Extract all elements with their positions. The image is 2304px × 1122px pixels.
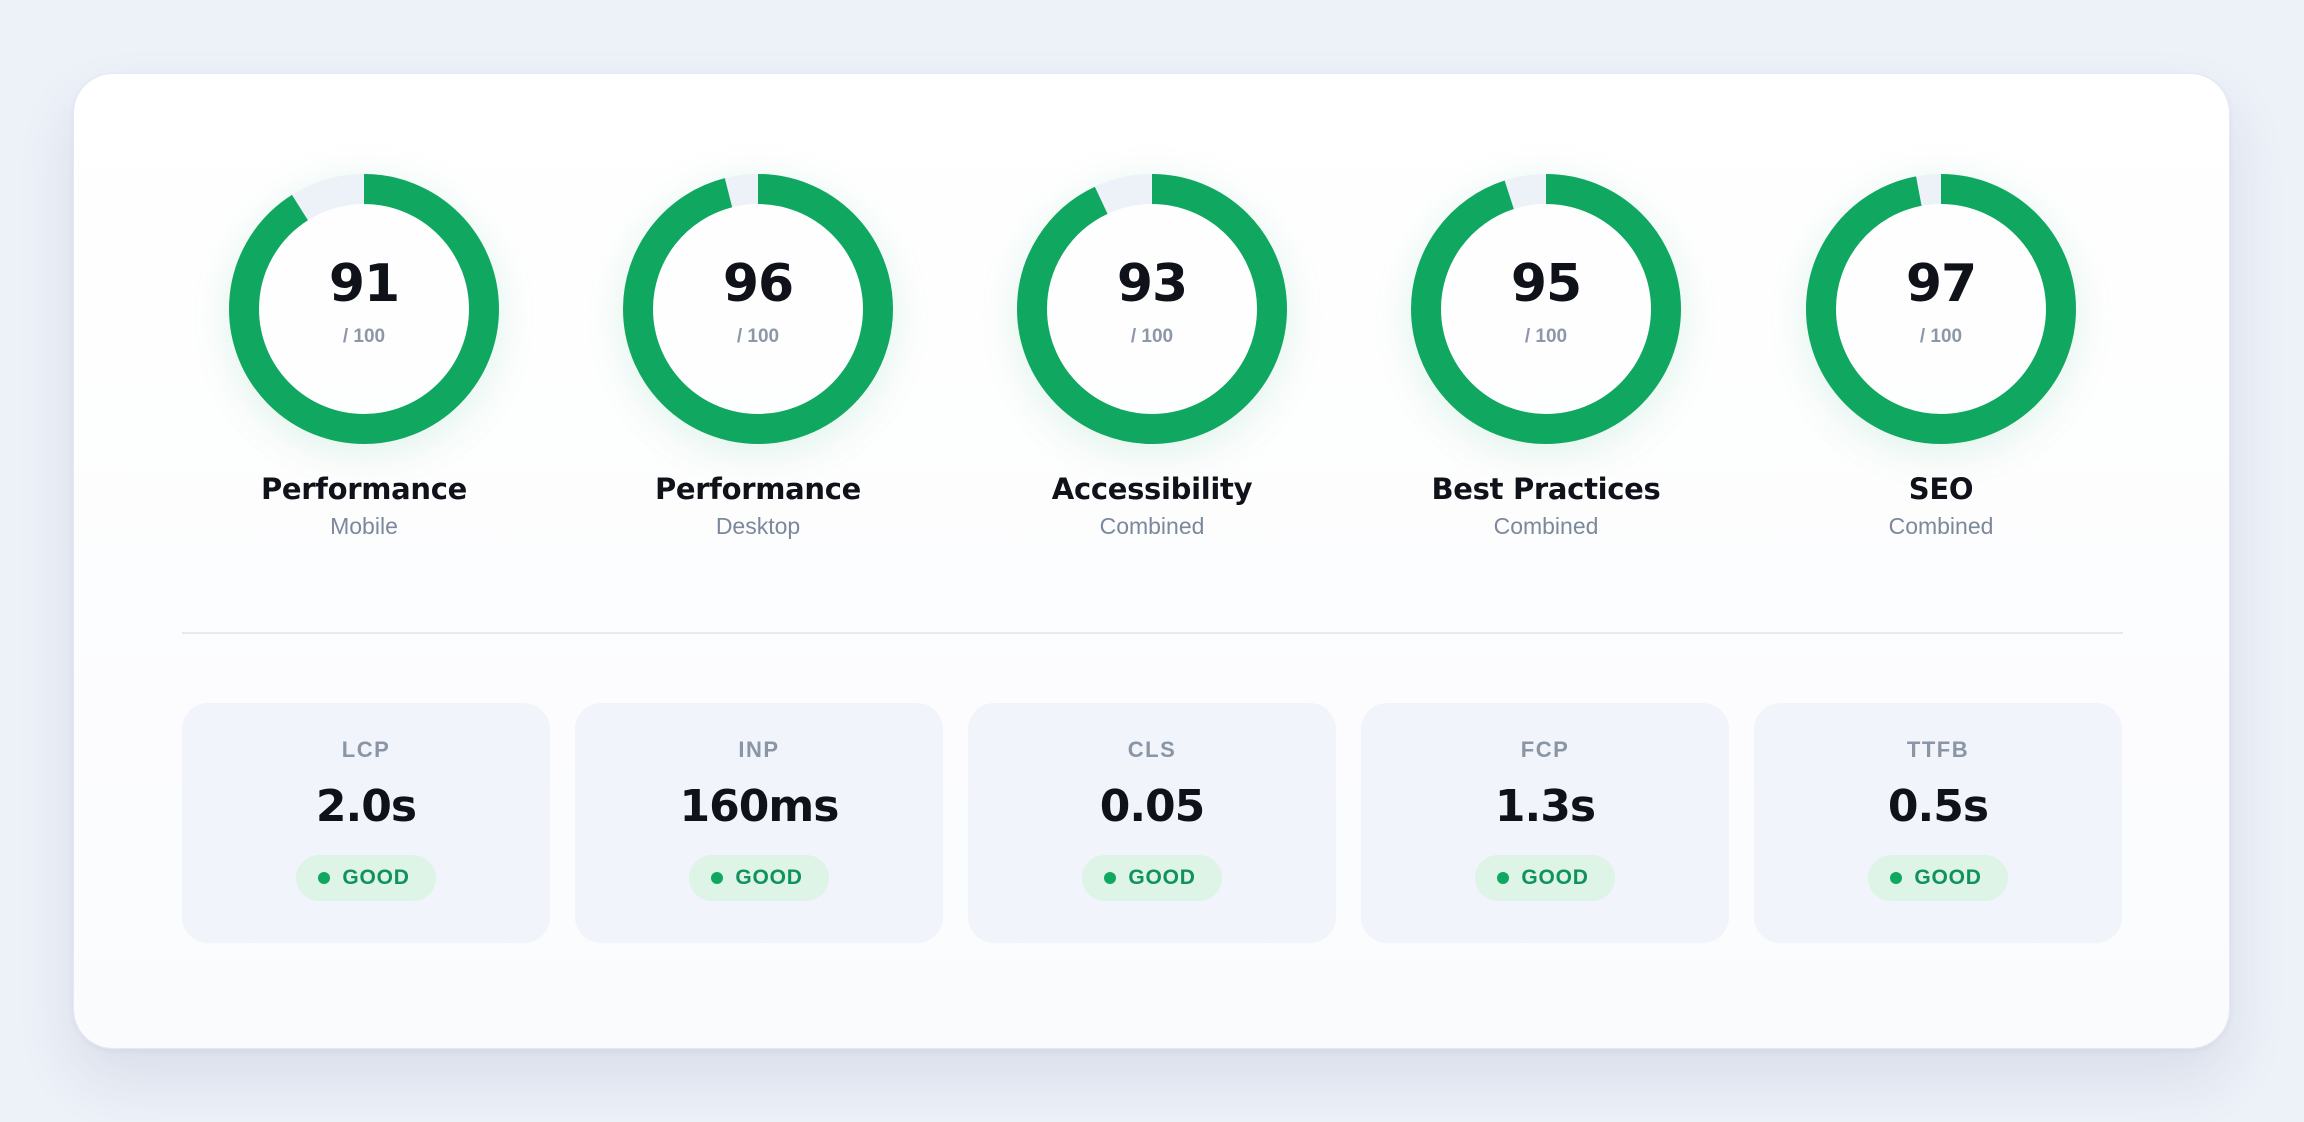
score-ring-graphic [1017, 174, 1287, 444]
score-max: / 100 [1919, 326, 1963, 347]
gauge-title: Performance [654, 472, 862, 506]
score-max: / 100 [1524, 326, 1568, 347]
status-badge: GOOD [1868, 855, 2008, 901]
status-badge: GOOD [296, 855, 436, 901]
score-gauge-performance-desktop: 96 / 100 Performance Desktop [593, 174, 923, 540]
score-value: 93 [1116, 254, 1188, 314]
metric-label: TTFB [1906, 737, 1970, 762]
status-badge: GOOD [1082, 855, 1222, 901]
metric-card-lcp: LCP 2.0s GOOD [182, 703, 550, 943]
score-value: 96 [722, 254, 794, 314]
metric-label: LCP [341, 737, 391, 762]
score-ring-graphic [623, 174, 893, 444]
score-ring: 91 / 100 [229, 174, 499, 444]
score-value: 97 [1905, 254, 1977, 314]
status-dot-icon [1497, 872, 1510, 884]
status-label: GOOD [1914, 866, 1982, 889]
gauge-title: SEO [1908, 472, 1974, 506]
metric-label: INP [738, 737, 780, 762]
gauge-title: Performance [260, 472, 468, 506]
gauge-subtitle: Combined [1493, 512, 1599, 539]
gauge-subtitle: Combined [1888, 512, 1994, 539]
report-card: 91 / 100 Performance Mobile 96 / 100 Per… [73, 73, 2230, 1049]
status-label: GOOD [342, 866, 410, 889]
section-divider [182, 632, 2123, 634]
metric-card-inp: INP 160ms GOOD [575, 703, 943, 943]
metric-card-ttfb: TTFB 0.5s GOOD [1754, 703, 2122, 943]
metric-value: 0.05 [1099, 781, 1206, 832]
score-ring-graphic [1411, 174, 1681, 444]
score-gauge-performance-mobile: 91 / 100 Performance Mobile [199, 174, 529, 540]
metric-value: 1.3s [1494, 781, 1596, 832]
score-gauge-best-practices: 95 / 100 Best Practices Combined [1381, 174, 1711, 540]
score-ring-graphic [1806, 174, 2076, 444]
gauge-subtitle: Mobile [330, 512, 398, 539]
status-label: GOOD [1128, 866, 1196, 889]
status-badge: GOOD [1475, 855, 1615, 901]
gauge-subtitle: Desktop [715, 512, 801, 539]
metric-value: 0.5s [1887, 781, 1989, 832]
status-badge: GOOD [689, 855, 829, 901]
status-dot-icon [1104, 872, 1117, 884]
score-value: 91 [328, 254, 400, 314]
score-max: / 100 [342, 326, 386, 347]
score-ring: 93 / 100 [1017, 174, 1287, 444]
metric-card-cls: CLS 0.05 GOOD [968, 703, 1336, 943]
score-gauge-seo: 97 / 100 SEO Combined [1776, 174, 2106, 540]
metric-value: 160ms [679, 781, 840, 832]
status-dot-icon [1890, 872, 1903, 884]
status-dot-icon [711, 872, 724, 884]
score-ring: 97 / 100 [1806, 174, 2076, 444]
score-ring-graphic [229, 174, 499, 444]
gauge-title: Best Practices [1431, 472, 1661, 506]
score-ring: 96 / 100 [623, 174, 893, 444]
gauge-subtitle: Combined [1099, 512, 1205, 539]
metric-card-fcp: FCP 1.3s GOOD [1361, 703, 1729, 943]
status-label: GOOD [735, 866, 803, 889]
gauge-title: Accessibility [1051, 472, 1253, 506]
score-max: / 100 [1130, 326, 1174, 347]
status-dot-icon [318, 872, 331, 884]
metric-label: FCP [1520, 737, 1570, 762]
metric-value: 2.0s [315, 781, 417, 832]
score-gauge-accessibility: 93 / 100 Accessibility Combined [987, 174, 1317, 540]
score-ring: 95 / 100 [1411, 174, 1681, 444]
status-label: GOOD [1521, 866, 1589, 889]
metric-label: CLS [1127, 737, 1177, 762]
score-max: / 100 [736, 326, 780, 347]
score-value: 95 [1510, 254, 1582, 314]
